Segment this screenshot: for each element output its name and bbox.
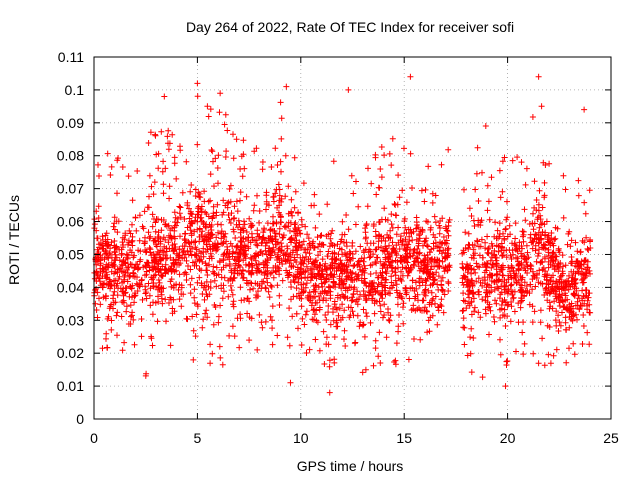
x-tick-label: 25 [603,430,619,446]
outlier-point [287,379,294,386]
y-tick-label: 0.09 [57,115,84,131]
y-tick-labels: 0 0.01 0.02 0.03 0.04 0.05 0.06 0.07 0.08 0.09 0.1… [57,49,84,427]
x-tick-label: 10 [293,430,309,446]
x-axis-title: GPS time / hours [297,458,404,474]
x-tick-label: 20 [500,430,516,446]
outlier-point [502,383,509,390]
data-points [91,73,594,396]
outlier-point [194,80,201,87]
outlier-point [407,73,414,80]
y-tick-label: 0 [76,411,84,427]
y-tick-label: 0.1 [65,82,85,98]
y-tick-label: 0.04 [57,279,84,295]
outlier-point [326,389,333,396]
y-tick-label: 0.05 [57,246,84,262]
data-point-cloud [91,93,594,381]
y-tick-label: 0.11 [58,49,84,65]
y-tick-label: 0.03 [57,312,84,328]
x-tick-label: 0 [90,430,98,446]
plot-frame [93,56,612,420]
x-tick-label: 15 [396,430,412,446]
y-axis-title: ROTI / TECUs [6,195,22,285]
outlier-point [581,106,588,113]
x-tick-label: 5 [194,430,202,446]
y-tick-label: 0.08 [57,148,84,164]
outlier-point [345,86,352,93]
y-tick-label: 0.06 [57,214,84,230]
y-tick-label: 0.02 [57,345,84,361]
outlier-point [161,93,168,100]
chart-title: Day 264 of 2022, Rate Of TEC Index for r… [186,19,514,35]
outlier-point [283,83,290,90]
y-tick-label: 0.07 [57,181,84,197]
outlier-point [217,90,224,97]
x-tick-labels: 0 5 10 15 20 25 [90,430,619,446]
outlier-point [535,73,542,80]
axis-ticks [93,56,612,420]
y-tick-label: 0.01 [57,378,84,394]
